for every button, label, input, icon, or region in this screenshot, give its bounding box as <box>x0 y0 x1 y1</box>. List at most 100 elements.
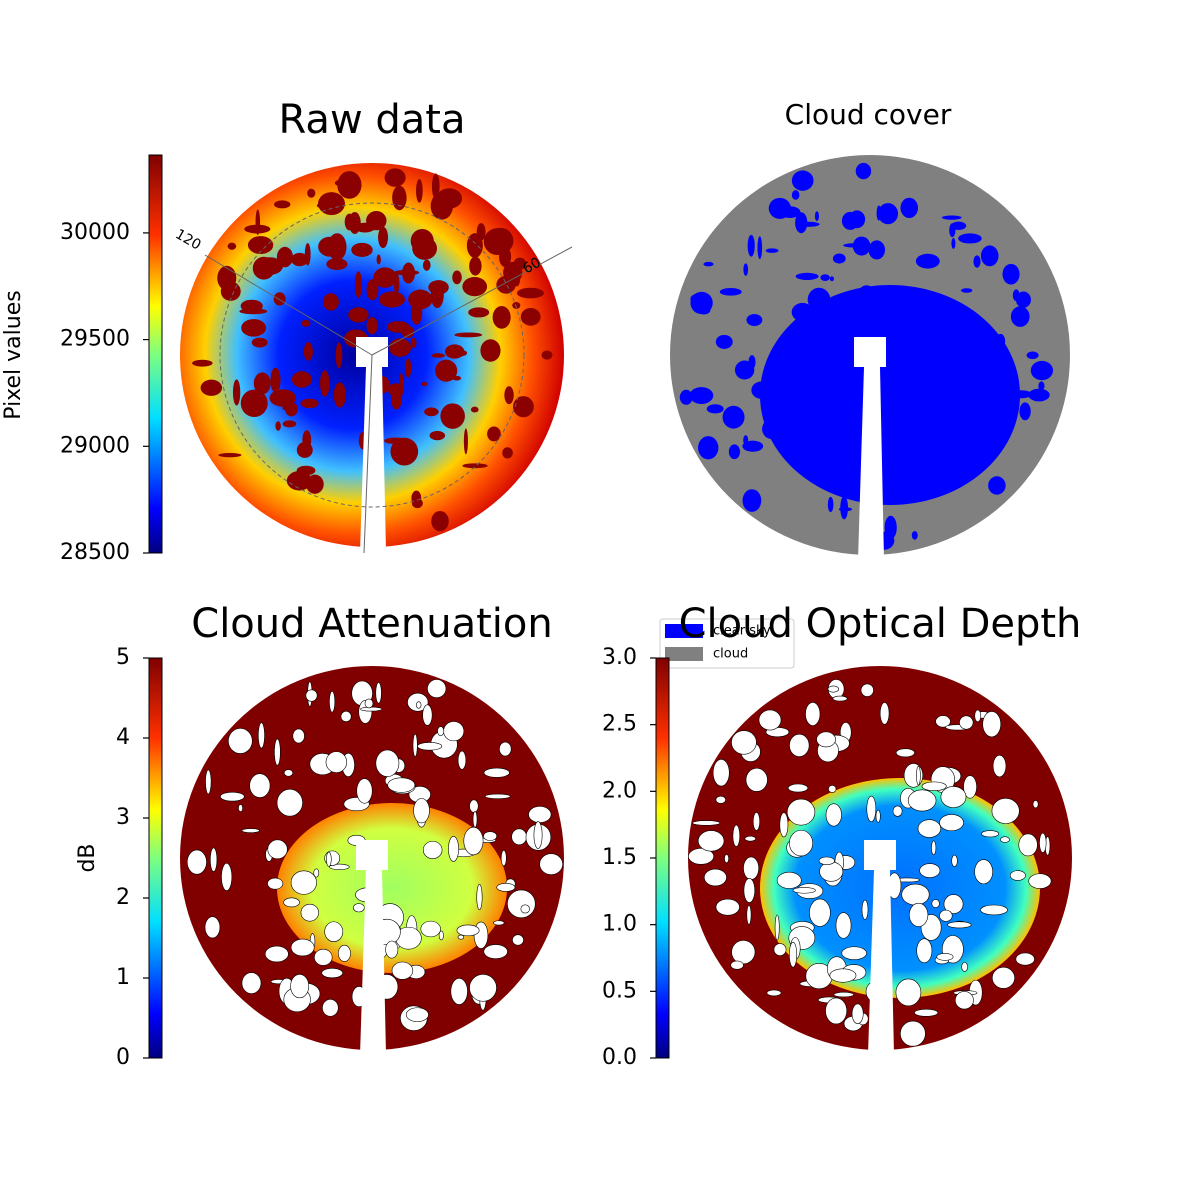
colorbar <box>148 154 163 554</box>
blob <box>326 258 348 270</box>
blob <box>512 934 524 946</box>
blob <box>952 402 969 415</box>
blob <box>392 185 407 211</box>
blob <box>834 299 842 308</box>
blob <box>322 293 339 311</box>
blob <box>290 974 310 999</box>
blob <box>251 337 268 348</box>
blob <box>405 358 412 378</box>
blob <box>791 430 804 436</box>
mask-wedge <box>356 337 388 552</box>
blob <box>902 333 909 355</box>
blob <box>285 402 298 417</box>
blob <box>1030 360 1053 381</box>
blob <box>921 479 928 485</box>
blob <box>469 799 479 813</box>
blob <box>689 387 714 405</box>
blob <box>228 728 253 754</box>
blob <box>457 934 465 940</box>
colorbar-tick-label: 4 <box>116 725 130 750</box>
blob <box>378 226 389 249</box>
colorbar-tick-label: 1.0 <box>602 912 637 937</box>
blob <box>974 709 982 723</box>
blob <box>939 814 964 832</box>
blob <box>274 200 291 209</box>
blob <box>833 991 855 998</box>
blob <box>412 733 418 757</box>
blob <box>915 253 940 269</box>
blob <box>951 854 958 867</box>
blob <box>992 754 1007 778</box>
blob <box>911 530 918 540</box>
blob <box>742 440 764 452</box>
blob <box>274 738 281 766</box>
blob <box>292 728 305 744</box>
blob <box>1038 381 1045 391</box>
blob <box>743 877 756 903</box>
blob <box>688 848 715 865</box>
blob <box>275 421 281 431</box>
blob <box>875 809 881 823</box>
legend-swatch <box>665 624 703 638</box>
blob <box>305 689 318 702</box>
blob <box>820 274 830 282</box>
blob <box>473 921 489 949</box>
blob <box>830 325 853 343</box>
blob <box>325 751 348 773</box>
blob <box>814 211 819 222</box>
blob <box>742 489 762 512</box>
blob <box>411 490 422 506</box>
polar-grid <box>219 202 525 508</box>
blob <box>715 334 733 349</box>
blob <box>715 795 726 804</box>
colorbar-label: Pixel values <box>1 290 26 419</box>
blob <box>502 447 513 459</box>
blob <box>825 997 848 1025</box>
blob <box>307 188 316 198</box>
blob <box>852 236 871 256</box>
blob <box>882 457 905 476</box>
blob <box>773 943 787 956</box>
blob <box>340 710 352 722</box>
blob <box>936 333 951 350</box>
polar-spoke <box>363 354 373 554</box>
blob <box>879 702 890 725</box>
blob <box>499 741 512 757</box>
blob <box>805 701 821 726</box>
blob <box>463 826 484 856</box>
blob <box>892 805 903 817</box>
blob <box>920 442 939 456</box>
blob <box>832 253 846 264</box>
blob <box>1039 832 1047 853</box>
colorbar-tick-label: 3 <box>116 805 130 830</box>
blob <box>257 722 265 749</box>
blob <box>953 447 968 453</box>
blob <box>240 389 268 418</box>
blob <box>344 213 355 231</box>
blob <box>924 404 934 410</box>
blob <box>364 698 374 709</box>
blob <box>492 306 511 329</box>
blob <box>286 470 312 491</box>
blob <box>247 236 274 255</box>
colorbar-tick-label: 0 <box>116 1045 130 1070</box>
blob <box>390 437 419 466</box>
blob <box>443 721 465 742</box>
blob <box>487 426 501 442</box>
blob <box>241 972 262 994</box>
blob <box>249 773 271 798</box>
blob <box>290 938 315 957</box>
blob <box>440 403 465 429</box>
blob <box>244 224 271 234</box>
blob <box>1026 351 1039 360</box>
mask-wedge <box>864 840 896 1055</box>
blob <box>456 924 480 937</box>
blob <box>291 252 309 267</box>
colorbar-tick-label: 5 <box>116 645 130 670</box>
colorbar-tick-label: 0.5 <box>602 978 637 1003</box>
blob <box>900 197 919 218</box>
blob <box>410 337 417 348</box>
blob <box>954 991 974 1010</box>
blob <box>935 715 951 728</box>
